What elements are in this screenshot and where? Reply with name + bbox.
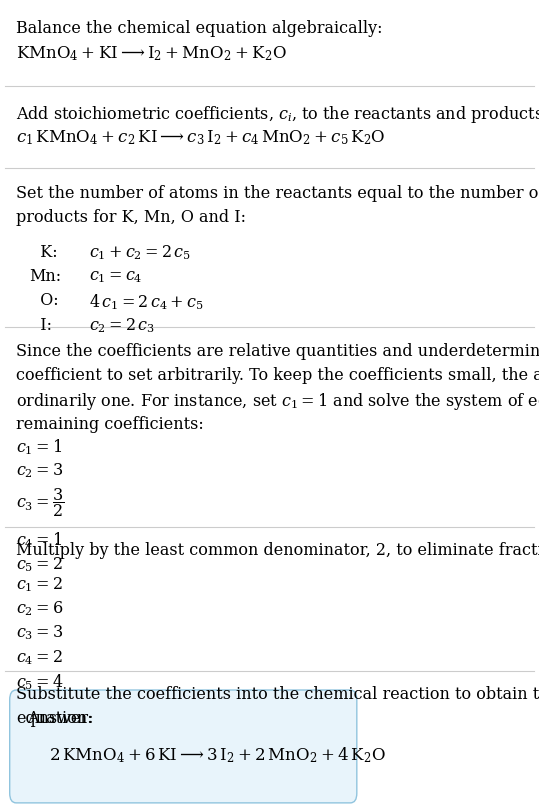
- Text: equation:: equation:: [16, 710, 93, 727]
- Text: Balance the chemical equation algebraically:: Balance the chemical equation algebraica…: [16, 20, 383, 37]
- Text: ordinarily one. For instance, set $c_1 = 1$ and solve the system of equations fo: ordinarily one. For instance, set $c_1 =…: [16, 391, 539, 412]
- Text: Substitute the coefficients into the chemical reaction to obtain the balanced: Substitute the coefficients into the che…: [16, 685, 539, 702]
- Text: Since the coefficients are relative quantities and underdetermined, choose a: Since the coefficients are relative quan…: [16, 342, 539, 359]
- Text: $c_1\,\mathrm{KMnO_4} + c_2\,\mathrm{KI} \longrightarrow c_3\,\mathrm{I_2} + c_4: $c_1\,\mathrm{KMnO_4} + c_2\,\mathrm{KI}…: [16, 128, 386, 147]
- Text: $\mathrm{KMnO_4 + KI} \longrightarrow \mathrm{I_2 + MnO_2 + K_2O}$: $\mathrm{KMnO_4 + KI} \longrightarrow \m…: [16, 45, 287, 63]
- Text: Add stoichiometric coefficients, $c_i$, to the reactants and products:: Add stoichiometric coefficients, $c_i$, …: [16, 104, 539, 125]
- Text: I:: I:: [30, 316, 52, 333]
- Text: Multiply by the least common denominator, 2, to eliminate fractional coefficient: Multiply by the least common denominator…: [16, 541, 539, 558]
- Text: $c_3 = 3$: $c_3 = 3$: [16, 623, 63, 642]
- Text: $c_5 = 4$: $c_5 = 4$: [16, 672, 64, 691]
- Text: $4\,c_1 = 2\,c_4 + c_5$: $4\,c_1 = 2\,c_4 + c_5$: [89, 292, 204, 311]
- Text: Answer:: Answer:: [27, 710, 93, 727]
- Text: $c_4 = 1$: $c_4 = 1$: [16, 530, 62, 550]
- Text: coefficient to set arbitrarily. To keep the coefficients small, the arbitrary va: coefficient to set arbitrarily. To keep …: [16, 367, 539, 384]
- Text: $c_4 = 2$: $c_4 = 2$: [16, 647, 63, 666]
- Text: K:: K:: [30, 243, 57, 260]
- Text: $2\,\mathrm{KMnO_4} + 6\,\mathrm{KI} \longrightarrow 3\,\mathrm{I_2} + 2\,\mathr: $2\,\mathrm{KMnO_4} + 6\,\mathrm{KI} \lo…: [49, 744, 385, 764]
- Text: $c_2 = 3$: $c_2 = 3$: [16, 461, 63, 479]
- Text: $c_3 = \dfrac{3}{2}$: $c_3 = \dfrac{3}{2}$: [16, 485, 64, 518]
- Text: $c_1 + c_2 = 2\,c_5$: $c_1 + c_2 = 2\,c_5$: [89, 243, 191, 262]
- Text: $c_1 = 1$: $c_1 = 1$: [16, 436, 62, 456]
- Text: products for K, Mn, O and I:: products for K, Mn, O and I:: [16, 209, 246, 226]
- Text: $c_1 = 2$: $c_1 = 2$: [16, 574, 63, 593]
- Text: Set the number of atoms in the reactants equal to the number of atoms in the: Set the number of atoms in the reactants…: [16, 185, 539, 202]
- Text: O:: O:: [30, 292, 58, 309]
- Text: Mn:: Mn:: [30, 268, 62, 285]
- Text: $c_2 = 2\,c_3$: $c_2 = 2\,c_3$: [89, 316, 155, 335]
- Text: $c_1 = c_4$: $c_1 = c_4$: [89, 268, 142, 285]
- Text: $c_2 = 6$: $c_2 = 6$: [16, 599, 64, 617]
- Text: remaining coefficients:: remaining coefficients:: [16, 415, 204, 432]
- FancyBboxPatch shape: [10, 690, 357, 803]
- Text: $c_5 = 2$: $c_5 = 2$: [16, 555, 63, 573]
